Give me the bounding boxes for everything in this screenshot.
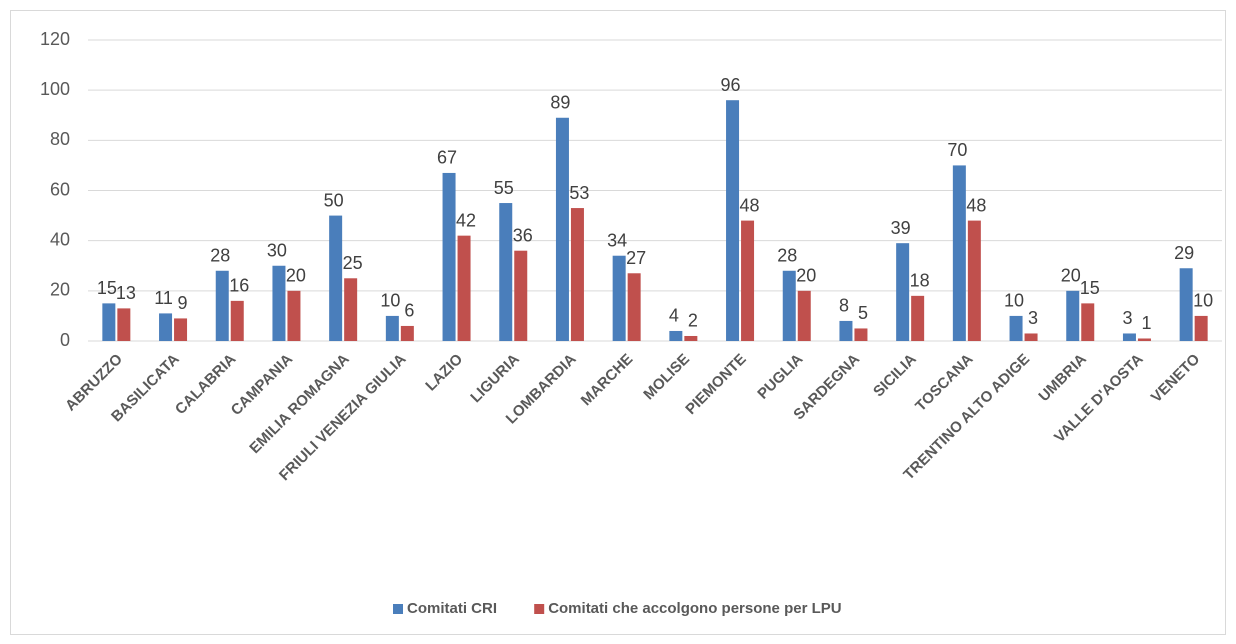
bar	[952, 165, 966, 341]
data-label: 1	[1141, 313, 1151, 333]
bar	[911, 295, 925, 341]
bar	[741, 220, 755, 341]
data-label: 96	[721, 75, 741, 95]
bar	[329, 215, 343, 341]
bar	[174, 318, 188, 341]
bar	[117, 308, 131, 341]
y-tick-label: 120	[40, 29, 70, 49]
bar	[1194, 315, 1208, 341]
data-label: 34	[607, 230, 627, 250]
data-label: 15	[1080, 278, 1100, 298]
legend-label: Comitati CRI	[407, 600, 497, 617]
bar	[854, 328, 868, 341]
data-label: 20	[286, 266, 306, 286]
data-label: 10	[1193, 291, 1213, 311]
bar	[1024, 333, 1038, 341]
bar	[514, 250, 528, 341]
y-tick-label: 20	[50, 280, 70, 300]
bar	[102, 303, 116, 341]
bar	[570, 208, 584, 341]
y-tick-label: 40	[50, 229, 70, 249]
data-label: 18	[910, 271, 930, 291]
bar	[684, 335, 698, 341]
data-label: 28	[777, 246, 797, 266]
data-label: 29	[1174, 243, 1194, 263]
bar	[627, 273, 641, 341]
y-tick-label: 80	[50, 129, 70, 149]
data-label: 53	[569, 183, 589, 203]
data-label: 42	[456, 210, 476, 230]
data-label: 39	[891, 218, 911, 238]
data-label: 10	[1004, 291, 1024, 311]
bar	[499, 203, 513, 341]
data-label: 4	[669, 306, 679, 326]
data-label: 50	[324, 190, 344, 210]
data-label: 25	[343, 253, 363, 273]
data-label: 30	[267, 241, 287, 261]
bar	[272, 265, 286, 341]
data-label: 20	[1061, 266, 1081, 286]
data-label: 8	[839, 296, 849, 316]
data-label: 28	[210, 246, 230, 266]
data-label: 36	[513, 225, 533, 245]
bar	[669, 330, 683, 341]
bar	[555, 117, 569, 341]
data-label: 20	[796, 266, 816, 286]
bar	[782, 270, 796, 341]
data-label: 27	[626, 248, 646, 268]
data-label: 3	[1028, 308, 1038, 328]
data-label: 89	[550, 93, 570, 113]
y-tick-label: 100	[40, 79, 70, 99]
bar	[442, 172, 456, 341]
bar	[612, 255, 626, 341]
bar	[839, 320, 853, 341]
y-tick-label: 0	[60, 330, 70, 350]
bar	[1179, 268, 1193, 341]
bar	[385, 315, 399, 341]
data-label: 70	[947, 140, 967, 160]
bar	[344, 278, 358, 341]
y-tick-label: 60	[50, 179, 70, 199]
data-label: 9	[178, 293, 188, 313]
data-label: 15	[97, 278, 117, 298]
data-label: 11	[154, 288, 173, 308]
data-label: 67	[437, 148, 457, 168]
bar	[400, 325, 414, 341]
bar	[1081, 303, 1095, 341]
data-label: 48	[740, 195, 760, 215]
bar	[1122, 333, 1136, 341]
data-label: 16	[229, 276, 249, 296]
bar	[159, 313, 173, 341]
data-label: 48	[966, 195, 986, 215]
bar	[1066, 290, 1080, 341]
legend-swatch	[393, 604, 403, 614]
bar	[896, 243, 910, 341]
bar	[797, 290, 811, 341]
bar	[726, 100, 740, 341]
bar	[457, 235, 471, 341]
bar	[1137, 338, 1151, 341]
data-label: 10	[380, 291, 400, 311]
bar	[230, 300, 244, 341]
data-label: 2	[688, 311, 698, 331]
bar	[287, 290, 301, 341]
bar	[1009, 315, 1023, 341]
bar	[967, 220, 981, 341]
bar	[215, 270, 229, 341]
legend-swatch	[534, 604, 545, 614]
data-label: 6	[404, 301, 414, 321]
data-label: 3	[1122, 308, 1132, 328]
data-label: 13	[116, 283, 136, 303]
data-label: 55	[494, 178, 514, 198]
data-label: 5	[858, 303, 868, 323]
legend-label: Comitati che accolgono persone per LPU	[548, 600, 841, 617]
